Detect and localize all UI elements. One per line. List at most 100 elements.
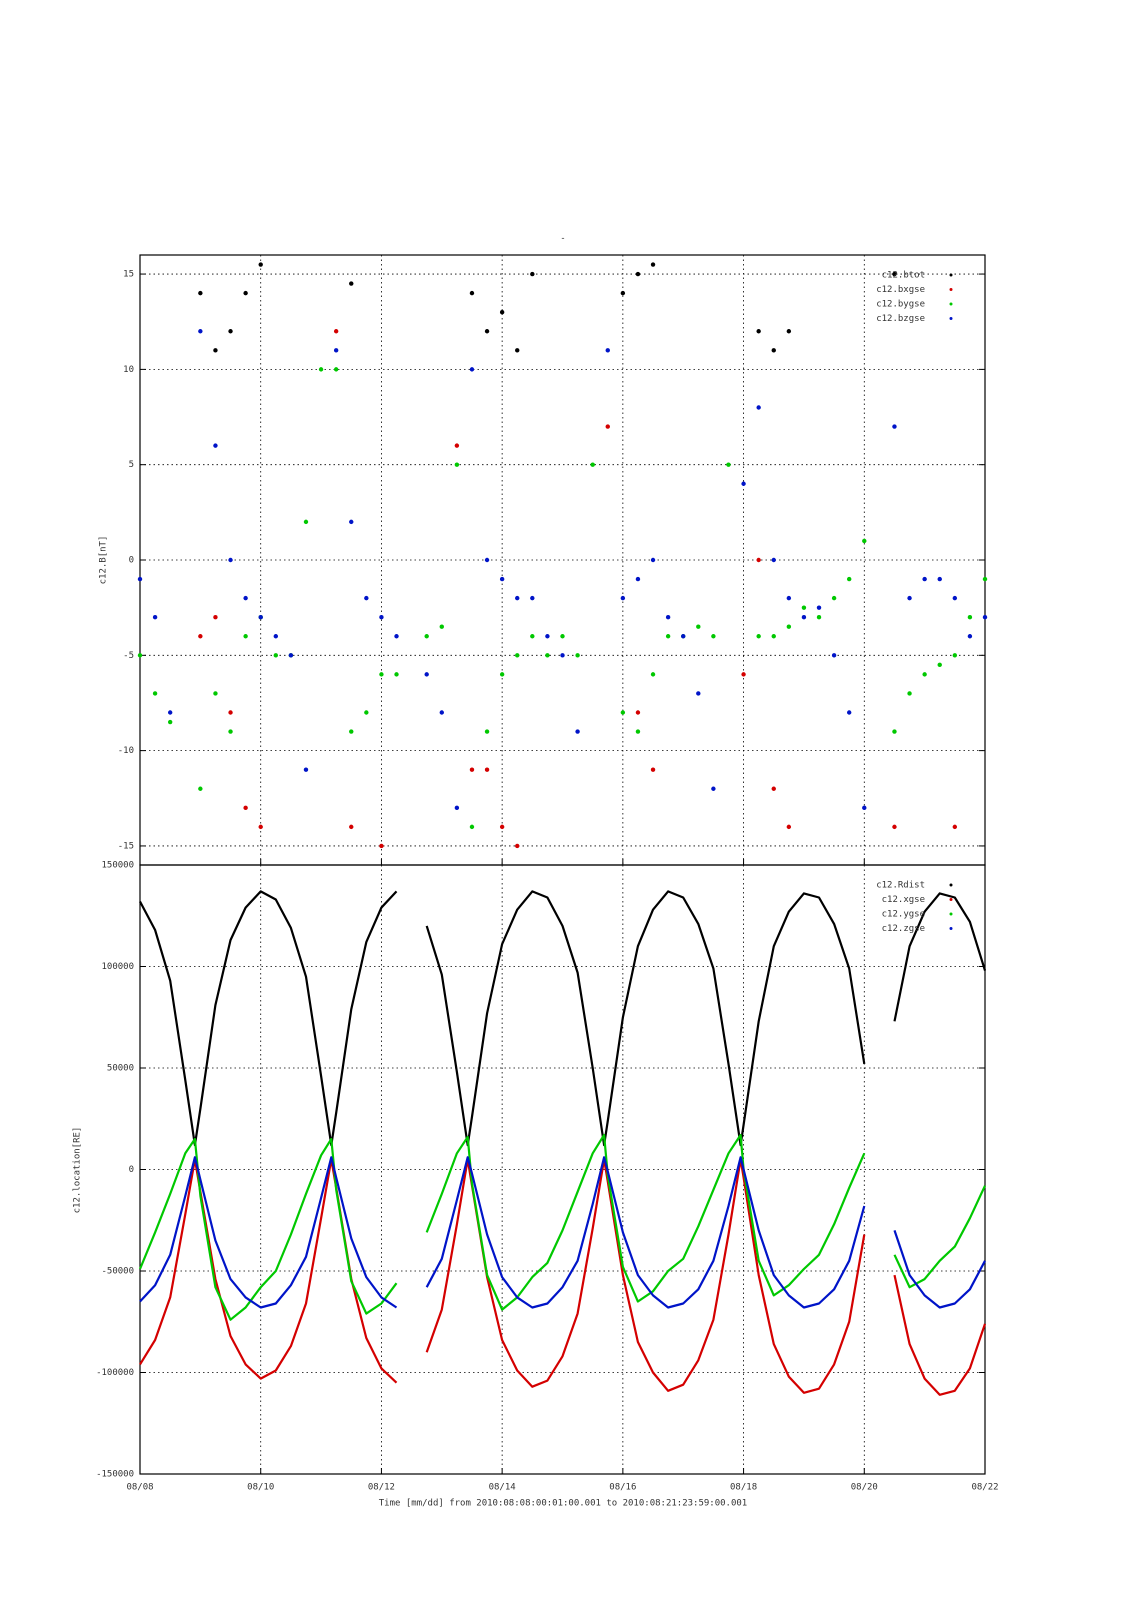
data-point	[892, 824, 897, 830]
data-point	[469, 767, 475, 772]
legend-marker	[949, 927, 953, 930]
data-point	[575, 729, 580, 734]
data-point	[288, 653, 294, 658]
data-point	[650, 767, 656, 772]
data-point	[937, 576, 942, 582]
data-point	[318, 367, 324, 372]
data-point	[922, 672, 927, 677]
data-line	[139, 890, 987, 1147]
data-point	[349, 519, 354, 525]
legend-label: c12.xgse	[882, 895, 925, 905]
plot-frame	[139, 864, 986, 1475]
data-point	[228, 710, 233, 715]
data-point	[258, 824, 263, 830]
data-point	[741, 672, 746, 677]
data-point	[137, 653, 143, 658]
legend-label: c12.bygse	[876, 300, 925, 310]
data-point	[620, 710, 626, 715]
x-tick-label: 08/16	[609, 1483, 636, 1493]
data-point	[198, 786, 203, 791]
legend-marker	[949, 273, 953, 277]
data-point	[228, 557, 233, 563]
data-point	[198, 329, 203, 334]
data-point	[771, 786, 776, 791]
data-point	[243, 634, 248, 639]
data-point	[394, 672, 399, 677]
data-point	[530, 271, 535, 277]
data-point	[590, 462, 595, 467]
data-point	[696, 624, 701, 629]
data-point	[786, 329, 792, 334]
data-point	[484, 557, 490, 563]
data-point	[786, 824, 792, 830]
legend-label: c12.bzgse	[876, 314, 925, 324]
y-tick-label: 10	[123, 365, 134, 375]
data-point	[801, 605, 807, 610]
data-point	[786, 595, 792, 601]
data-point	[379, 843, 384, 849]
data-point	[213, 614, 218, 620]
data-point	[530, 595, 535, 601]
data-point	[499, 309, 505, 315]
data-point	[364, 710, 369, 715]
data-point	[967, 614, 973, 620]
data-point	[605, 424, 610, 429]
data-point	[620, 595, 626, 601]
x-tick-label: 08/14	[489, 1483, 516, 1493]
data-point	[515, 843, 520, 849]
y-tick-label: -5	[123, 651, 134, 661]
legend-label: c12.zgse	[882, 924, 925, 934]
x-tick-label: 08/08	[126, 1483, 153, 1493]
data-point	[560, 653, 565, 658]
legend-marker	[949, 317, 953, 320]
data-line	[139, 1156, 986, 1309]
legend-label: c12.Rdist	[876, 881, 925, 891]
y-tick-label: 100000	[101, 962, 134, 972]
data-point	[635, 729, 641, 734]
x-tick-label: 08/12	[368, 1483, 395, 1493]
x-tick-label: 08/10	[247, 1483, 274, 1493]
data-point	[364, 595, 369, 601]
legend-marker	[949, 912, 953, 916]
data-point	[530, 634, 535, 639]
data-point	[922, 576, 927, 582]
data-point	[756, 405, 761, 410]
data-point	[741, 481, 746, 486]
data-point	[379, 672, 384, 677]
data-point	[379, 614, 384, 620]
legend-marker	[949, 883, 953, 887]
data-point	[424, 634, 429, 639]
data-point	[952, 595, 958, 601]
data-point	[152, 614, 158, 620]
data-point	[771, 557, 776, 563]
data-point	[152, 691, 158, 696]
data-point	[198, 290, 203, 296]
data-point	[454, 462, 460, 467]
data-point	[258, 614, 263, 620]
data-point	[665, 634, 671, 639]
legend-label: c12.btot	[882, 271, 925, 281]
data-point	[333, 329, 339, 334]
data-point	[439, 624, 444, 629]
data-point	[303, 519, 309, 525]
data-point	[273, 634, 279, 639]
legend-marker	[949, 898, 953, 901]
data-point	[846, 576, 852, 582]
data-point	[756, 634, 761, 639]
y-tick-label: 0	[129, 1165, 134, 1175]
data-point	[213, 348, 218, 353]
data-point	[515, 595, 520, 601]
data-point	[726, 462, 731, 467]
data-point	[545, 634, 550, 639]
data-point	[681, 634, 686, 639]
data-point	[333, 348, 339, 353]
data-point	[484, 729, 490, 734]
x-tick-label: 08/22	[971, 1483, 998, 1493]
data-point	[711, 786, 716, 791]
data-point	[424, 672, 429, 677]
data-point	[635, 271, 641, 277]
data-point	[771, 634, 776, 639]
data-point	[454, 443, 460, 448]
data-point	[303, 767, 309, 772]
